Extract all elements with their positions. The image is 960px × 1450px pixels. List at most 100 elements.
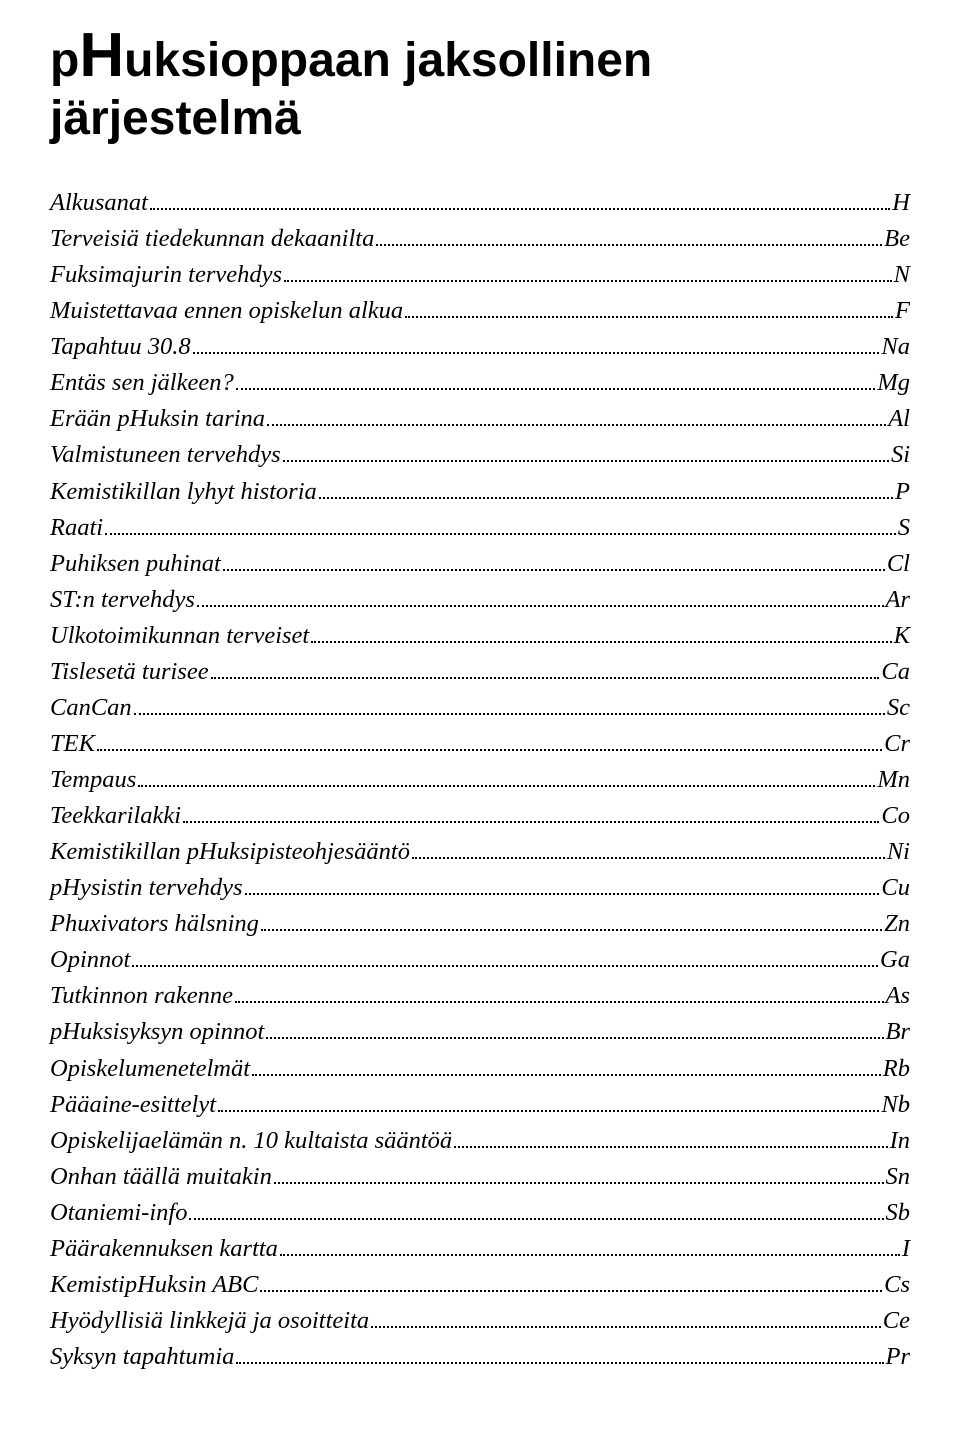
toc-label: CanCan bbox=[50, 691, 132, 724]
toc-symbol: Ga bbox=[880, 943, 910, 976]
toc-dots bbox=[97, 749, 882, 751]
toc-label: pHysistin tervehdys bbox=[50, 871, 243, 904]
toc-dots bbox=[261, 929, 882, 931]
toc-symbol: Ar bbox=[886, 583, 911, 616]
toc-row: Kemistikillan pHuksipisteohjesääntö Ni bbox=[50, 835, 910, 868]
toc-symbol: Sc bbox=[887, 691, 910, 724]
toc-symbol: S bbox=[898, 511, 910, 544]
toc-label: Tapahtuu 30.8 bbox=[50, 330, 191, 363]
toc-dots bbox=[235, 1001, 883, 1003]
toc-row: Erään pHuksin tarinaAl bbox=[50, 402, 910, 435]
toc-label: Kemistikillan lyhyt historia bbox=[50, 475, 317, 508]
toc-label: Phuxivators hälsning bbox=[50, 907, 259, 940]
toc-dots bbox=[236, 388, 876, 390]
toc-row: pHuksisyksyn opinnotBr bbox=[50, 1015, 910, 1048]
toc-dots bbox=[280, 1254, 900, 1256]
toc-dots bbox=[138, 785, 875, 787]
toc-symbol: K bbox=[894, 619, 910, 652]
toc-symbol: Mn bbox=[877, 763, 910, 796]
toc-row: TeekkarilakkiCo bbox=[50, 799, 910, 832]
toc-symbol: As bbox=[886, 979, 911, 1012]
toc-symbol: N bbox=[894, 258, 910, 291]
toc-row: OpiskelumenetelmätRb bbox=[50, 1052, 910, 1085]
toc-dots bbox=[211, 677, 880, 679]
toc-row: Pääaine-esittelytNb bbox=[50, 1088, 910, 1121]
toc-row: Puhiksen puhinatCl bbox=[50, 547, 910, 580]
toc-label: KemistipHuksin ABC bbox=[50, 1268, 258, 1301]
toc-dots bbox=[236, 1362, 883, 1364]
toc-dots bbox=[245, 893, 880, 895]
toc-symbol: I bbox=[902, 1232, 910, 1265]
toc-symbol: Cr bbox=[884, 727, 910, 760]
toc-symbol: Ni bbox=[887, 835, 910, 868]
toc-row: Raati S bbox=[50, 511, 910, 544]
toc-label: Alkusanat bbox=[50, 186, 148, 219]
toc-dots bbox=[252, 1074, 881, 1076]
toc-dots bbox=[371, 1326, 881, 1328]
toc-row: Fuksimajurin tervehdys N bbox=[50, 258, 910, 291]
toc-dots bbox=[266, 1037, 883, 1039]
toc-row: Valmistuneen tervehdysSi bbox=[50, 438, 910, 471]
toc-label: Valmistuneen tervehdys bbox=[50, 438, 281, 471]
toc-symbol: Mg bbox=[877, 366, 910, 399]
toc-label: Opinnot bbox=[50, 943, 130, 976]
toc-symbol: Be bbox=[884, 222, 910, 255]
toc-dots bbox=[132, 965, 878, 967]
toc-label: Otaniemi-info bbox=[50, 1196, 187, 1229]
toc-label: TEK bbox=[50, 727, 95, 760]
toc-label: Pääaine-esittelyt bbox=[50, 1088, 216, 1121]
toc-label: Puhiksen puhinat bbox=[50, 547, 221, 580]
toc-label: ST:n tervehdys bbox=[50, 583, 195, 616]
toc-symbol: H bbox=[892, 186, 910, 219]
toc-label: Tempaus bbox=[50, 763, 136, 796]
toc-row: ST:n tervehdys Ar bbox=[50, 583, 910, 616]
toc-dots bbox=[223, 569, 885, 571]
toc-symbol: Br bbox=[886, 1015, 911, 1048]
toc-label: Päärakennuksen kartta bbox=[50, 1232, 278, 1265]
toc-row: Syksyn tapahtumiaPr bbox=[50, 1340, 910, 1373]
toc-label: Kemistikillan pHuksipisteohjesääntö bbox=[50, 835, 410, 868]
toc-dots bbox=[267, 424, 886, 426]
toc-row: Tutkinnon rakenneAs bbox=[50, 979, 910, 1012]
toc-row: Otaniemi-info Sb bbox=[50, 1196, 910, 1229]
toc-label: Opiskelijaelämän n. 10 kultaista sääntöä bbox=[50, 1124, 452, 1157]
toc-row: Tapahtuu 30.8 Na bbox=[50, 330, 910, 363]
toc-row: Tempaus Mn bbox=[50, 763, 910, 796]
toc-dots bbox=[193, 352, 880, 354]
toc-dots bbox=[197, 605, 884, 607]
toc-label: Fuksimajurin tervehdys bbox=[50, 258, 282, 291]
toc-label: Hyödyllisiä linkkejä ja osoitteita bbox=[50, 1304, 369, 1337]
toc-dots bbox=[405, 316, 893, 318]
toc-row: pHysistin tervehdys Cu bbox=[50, 871, 910, 904]
title-rest: uksioppaan jaksollinen järjestelmä bbox=[50, 34, 652, 145]
toc-row: Onhan täällä muitakinSn bbox=[50, 1160, 910, 1193]
toc-dots bbox=[319, 497, 893, 499]
toc-label: Erään pHuksin tarina bbox=[50, 402, 265, 435]
toc-symbol: P bbox=[895, 475, 910, 508]
toc-symbol: Rb bbox=[883, 1052, 910, 1085]
toc-symbol: Ce bbox=[883, 1304, 910, 1337]
toc-symbol: Cu bbox=[881, 871, 910, 904]
toc-symbol: Sb bbox=[886, 1196, 911, 1229]
title-big-h: H bbox=[79, 21, 124, 90]
toc-symbol: Co bbox=[881, 799, 910, 832]
toc-row: Opiskelijaelämän n. 10 kultaista sääntöä… bbox=[50, 1124, 910, 1157]
toc-label: Entäs sen jälkeen? bbox=[50, 366, 234, 399]
toc-label: Tislesetä turisee bbox=[50, 655, 209, 688]
toc-dots bbox=[274, 1182, 884, 1184]
toc-row: TEK Cr bbox=[50, 727, 910, 760]
toc-row: Opinnot Ga bbox=[50, 943, 910, 976]
toc-dots bbox=[311, 641, 891, 643]
toc-row: Entäs sen jälkeen? Mg bbox=[50, 366, 910, 399]
toc-label: Ulkotoimikunnan terveiset bbox=[50, 619, 309, 652]
toc-symbol: F bbox=[895, 294, 910, 327]
toc-dots bbox=[183, 821, 879, 823]
toc-row: Tislesetä turiseeCa bbox=[50, 655, 910, 688]
toc-row: KemistipHuksin ABCCs bbox=[50, 1268, 910, 1301]
toc-label: Raati bbox=[50, 511, 103, 544]
toc-dots bbox=[189, 1218, 883, 1220]
toc-symbol: Na bbox=[881, 330, 910, 363]
toc-dots bbox=[412, 857, 885, 859]
toc-dots bbox=[105, 533, 896, 535]
toc-dots bbox=[260, 1290, 882, 1292]
